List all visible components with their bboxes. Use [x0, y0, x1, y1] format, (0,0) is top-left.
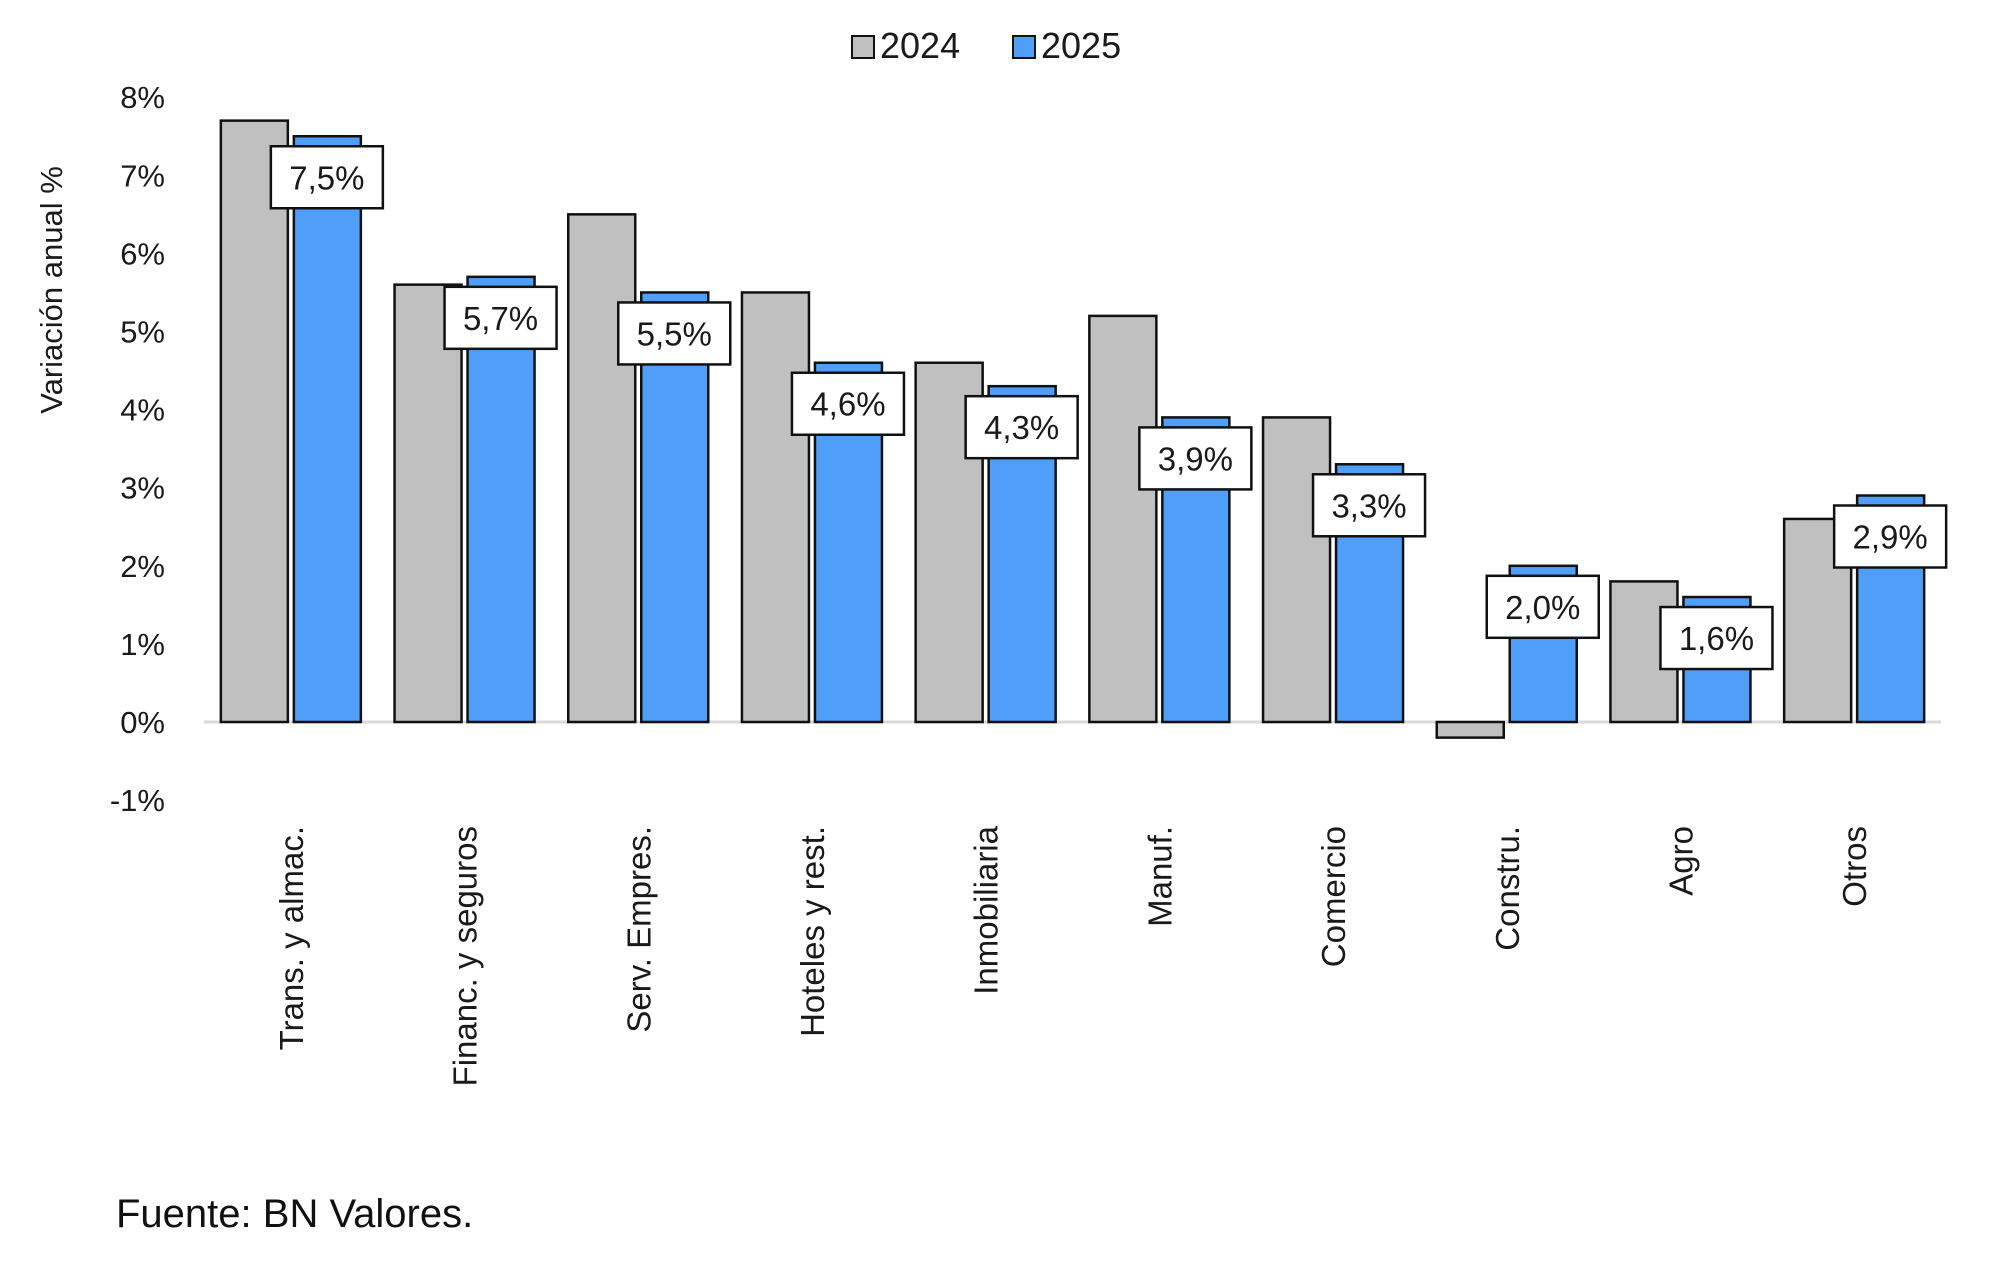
y-tick-label: 2% — [120, 549, 165, 584]
category-label: Constru. — [1489, 826, 1526, 951]
bar-2024 — [393, 283, 463, 724]
data-label-box — [443, 285, 558, 351]
category-label: Manuf. — [1141, 826, 1178, 927]
bar-2024 — [1435, 720, 1505, 739]
y-tick-label: 8% — [120, 80, 165, 115]
category-label: Otros — [1836, 826, 1873, 907]
y-axis-title: Variación anual % — [34, 166, 69, 414]
category-label: Comercio — [1315, 826, 1352, 967]
data-label: 4,6% — [810, 386, 885, 423]
legend-swatch-2025 — [1012, 35, 1036, 59]
y-tick-label: 4% — [120, 393, 165, 428]
bar-2024 — [1088, 314, 1158, 724]
category-label: Hoteles y rest. — [794, 826, 831, 1037]
y-tick-label: 7% — [120, 158, 165, 193]
data-label-box — [964, 394, 1079, 460]
category-label: Inmobiliaria — [968, 825, 1005, 994]
data-label: 7,5% — [289, 159, 364, 196]
category-label: Serv. Empres. — [620, 826, 657, 1033]
data-label: 4,3% — [984, 409, 1059, 446]
data-label: 2,0% — [1505, 589, 1580, 626]
bar-2024 — [1261, 416, 1332, 724]
data-label: 2,9% — [1853, 519, 1928, 556]
data-label-box — [1311, 473, 1427, 538]
category-label: Financ. y seguros — [447, 826, 484, 1086]
category-label: Agro — [1662, 826, 1699, 896]
bar-2025 — [466, 275, 536, 724]
legend-swatch-2024 — [851, 35, 875, 59]
data-label-box — [1832, 504, 1948, 569]
category-label: Trans. y almac. — [273, 826, 310, 1050]
data-label-box — [790, 371, 906, 436]
y-tick-label: 6% — [120, 236, 165, 271]
bar-2024 — [1782, 517, 1853, 724]
source-note: Fuente: BN Valores. — [116, 1192, 474, 1236]
bar-2025 — [292, 135, 363, 724]
y-tick-label: 1% — [120, 627, 165, 662]
y-tick-label: 3% — [120, 471, 165, 506]
data-label: 3,9% — [1158, 440, 1233, 477]
data-label: 5,5% — [637, 315, 712, 352]
data-label-box — [1138, 426, 1253, 491]
data-label: 1,6% — [1679, 620, 1754, 657]
y-tick-label: -1% — [110, 783, 165, 818]
data-label: 3,3% — [1331, 487, 1406, 524]
bar-2024 — [219, 119, 290, 724]
bar-2024 — [567, 213, 637, 724]
data-label: 5,7% — [463, 300, 538, 337]
data-label-box — [617, 301, 732, 366]
y-tick-label: 0% — [120, 705, 165, 740]
bar-2024 — [740, 291, 811, 724]
y-tick-label: 5% — [120, 315, 165, 350]
data-label-box — [1659, 605, 1774, 671]
data-label-box — [269, 145, 385, 210]
legend-label-2025: 2025 — [1041, 25, 1121, 66]
data-label-box — [1485, 574, 1600, 640]
legend-label-2024: 2024 — [880, 25, 960, 66]
